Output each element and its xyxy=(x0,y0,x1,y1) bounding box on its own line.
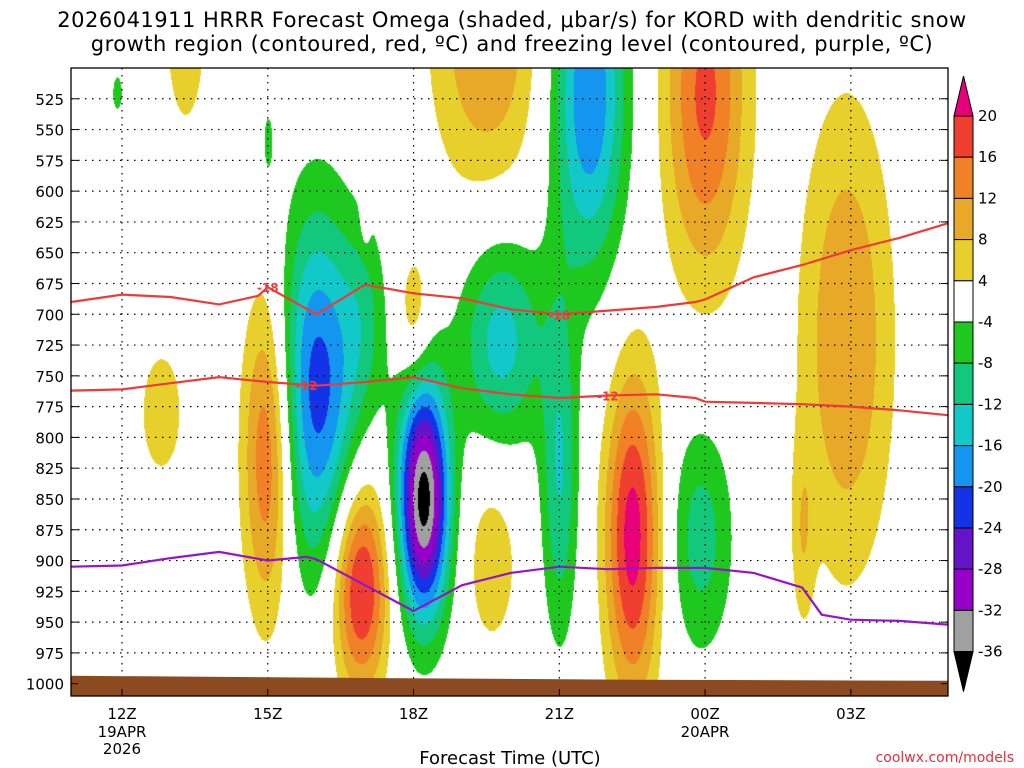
y-tick-label: 775 xyxy=(35,399,64,417)
colorbar-swatch xyxy=(953,239,974,282)
y-tick-label: 875 xyxy=(35,522,64,540)
colorbar-label: 20 xyxy=(978,107,997,125)
colorbar-label: 8 xyxy=(978,231,988,249)
y-tick-label: 600 xyxy=(35,183,64,201)
y-tick-label: 1000 xyxy=(26,676,64,694)
colorbar-label: -28 xyxy=(978,560,1003,578)
x-tick-date-label: 19APR xyxy=(98,723,147,741)
colorbar-swatch xyxy=(953,609,974,653)
contour-label: -18 xyxy=(257,281,279,295)
y-tick-label: 750 xyxy=(35,368,64,386)
y-tick-label: 575 xyxy=(35,152,64,170)
chart-title-line-1: 2026041911 HRRR Forecast Omega (shaded, … xyxy=(57,8,967,32)
colorbar-swatch xyxy=(953,156,974,199)
colorbar-swatch xyxy=(953,445,974,488)
y-tick-label: 800 xyxy=(35,429,64,447)
colorbar-label: -8 xyxy=(978,354,993,372)
colorbar-swatch xyxy=(953,486,974,529)
dendritic-top-contour xyxy=(71,222,948,316)
colorbar-swatch xyxy=(953,115,974,158)
colorbar-swatch xyxy=(953,197,974,241)
x-tick-label: 12Z xyxy=(107,705,136,723)
colorbar-label: -20 xyxy=(978,478,1003,496)
x-axis-label: Forecast Time (UTC) xyxy=(419,748,600,768)
colorbar-label: -32 xyxy=(978,601,1003,619)
plot-frame xyxy=(70,67,949,697)
colorbar-swatch xyxy=(953,568,974,611)
colorbar-label: 12 xyxy=(978,189,997,207)
y-tick-label: 700 xyxy=(35,306,64,324)
y-tick-label: 950 xyxy=(35,614,64,632)
dendritic-bottom-contour xyxy=(71,375,948,417)
omega-shading xyxy=(71,68,948,696)
colorbar-label: 4 xyxy=(978,272,988,290)
colorbar-top-arrow xyxy=(953,75,974,117)
colorbar-label: -16 xyxy=(978,437,1003,455)
x-tick-label: 00Z xyxy=(690,705,719,723)
contour-label: -18 xyxy=(548,308,570,322)
colorbar-swatch xyxy=(953,321,974,364)
y-tick-label: 525 xyxy=(35,91,64,109)
y-tick-label: 975 xyxy=(35,645,64,663)
x-tick-label: 03Z xyxy=(836,705,865,723)
y-tick-label: 825 xyxy=(35,460,64,478)
contours: -18 -18 -12 -12 xyxy=(71,222,948,626)
y-tick-label: 725 xyxy=(35,337,64,355)
colorbar: 20 16 12 8 4 -4 -8 -12 -16 -20 -24 -28 -32 -36 xyxy=(953,75,1003,692)
chart-title-line-2: growth region (contoured, red, ºC) and f… xyxy=(90,32,934,56)
colorbar-label: 16 xyxy=(978,148,997,166)
y-axis: 525 550 575 600 625 650 675 700 725 750 775 800 825 8… xyxy=(26,91,948,694)
colorbar-label: -36 xyxy=(978,643,1003,661)
x-tick-date-label: 20APR xyxy=(681,723,730,741)
x-tick-label: 18Z xyxy=(399,705,428,723)
y-tick-label: 850 xyxy=(35,491,64,509)
contour-label: -12 xyxy=(296,379,318,393)
x-tick-year-label: 2026 xyxy=(103,740,141,758)
y-tick-label: 550 xyxy=(35,122,64,140)
freezing-level-contour xyxy=(71,550,948,626)
colorbar-swatch xyxy=(953,403,974,447)
y-tick-label: 900 xyxy=(35,553,64,571)
colorbar-swatch xyxy=(953,280,974,323)
x-tick-label: 21Z xyxy=(545,705,574,723)
x-tick-label: 15Z xyxy=(253,705,282,723)
colorbar-label: -24 xyxy=(978,519,1003,537)
y-tick-label: 675 xyxy=(35,275,64,293)
y-tick-label: 650 xyxy=(35,245,64,263)
terrain xyxy=(71,675,948,696)
colorbar-swatch xyxy=(953,362,974,405)
colorbar-bottom-arrow xyxy=(953,651,974,692)
colorbar-swatch xyxy=(953,527,974,570)
colorbar-label: -12 xyxy=(978,395,1003,413)
credit-text[interactable]: coolwx.com/models xyxy=(876,750,1014,766)
terrain-ground xyxy=(71,675,948,696)
contour-label: -12 xyxy=(597,390,619,404)
y-tick-label: 925 xyxy=(35,583,64,601)
colorbar-label: -4 xyxy=(978,313,993,331)
y-tick-label: 625 xyxy=(35,214,64,232)
